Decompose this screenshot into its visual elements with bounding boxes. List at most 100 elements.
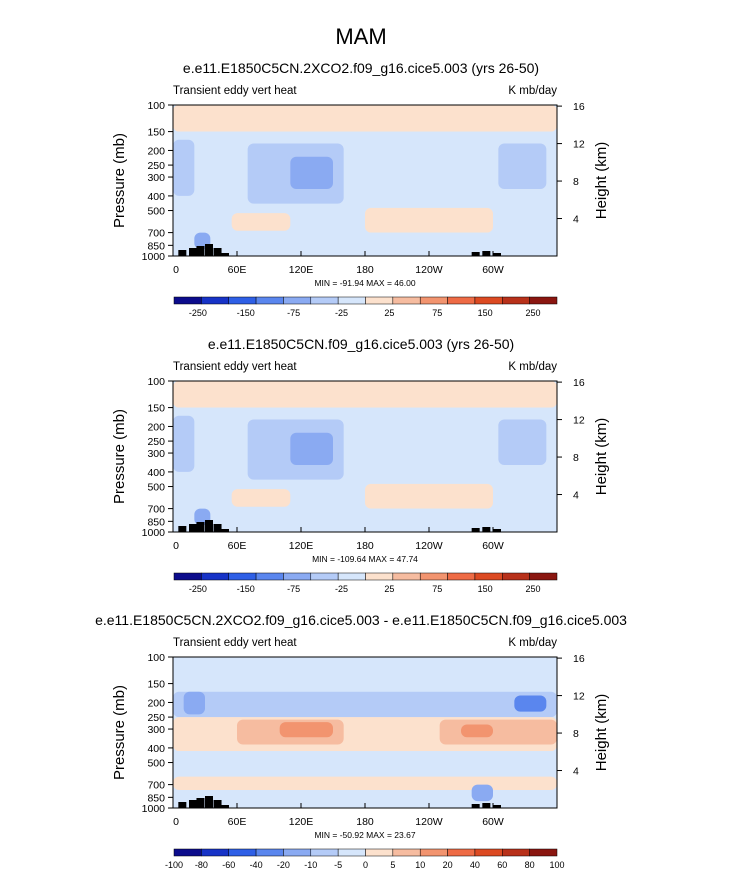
colorbar-label: 20 [443, 860, 453, 870]
colorbar-bin [283, 572, 312, 581]
colorbar-label: 250 [526, 584, 541, 594]
topography-mask [471, 528, 480, 532]
colorbar-label: -25 [335, 584, 348, 594]
topography-mask [189, 524, 197, 532]
contour-region [173, 139, 195, 196]
topography-mask [221, 529, 229, 532]
pressure-tick-label: 300 [147, 172, 165, 184]
right-axis-title: Height (km) [593, 694, 610, 772]
colorbar-label: 75 [432, 308, 442, 318]
colorbar-label: 5 [390, 860, 395, 870]
topography-mask [213, 800, 222, 808]
height-tick-label: 16 [573, 377, 585, 389]
pressure-tick-label: 1000 [142, 803, 166, 815]
contour-region [173, 415, 195, 472]
height-tick-label: 12 [573, 139, 585, 151]
pressure-tick-label: 400 [147, 467, 165, 479]
height-tick-label: 4 [573, 490, 579, 502]
height-tick-label: 16 [573, 653, 585, 665]
colorbar-bin [337, 572, 366, 581]
colorbar-bin [419, 296, 448, 305]
lon-tick-label: 60W [482, 264, 504, 276]
colorbar-bin [392, 296, 421, 305]
pressure-tick-label: 300 [147, 724, 165, 736]
colorbar-bin [447, 572, 476, 581]
left-axis-title: Pressure (mb) [111, 133, 128, 228]
height-tick-label: 8 [573, 728, 579, 740]
colorbar-label: -250 [189, 584, 207, 594]
pressure-tick-label: 250 [147, 160, 165, 172]
lon-tick-label: 180 [356, 816, 374, 828]
colorbar-bin [474, 572, 503, 581]
units-label: K mb/day [508, 85, 557, 97]
contour-region [514, 695, 547, 712]
pressure-tick-label: 500 [147, 206, 165, 218]
height-tick-label: 12 [573, 691, 585, 703]
contour-region [231, 213, 291, 231]
topography-mask [205, 244, 213, 256]
colorbar-bin [447, 296, 476, 305]
topography-mask [482, 803, 491, 808]
colorbar-bin [502, 296, 530, 305]
colorbar-bin [173, 296, 202, 305]
chart-panel-2: e.e11.E1850C5CN.f09_g16.cice5.003 (yrs 2… [111, 336, 610, 594]
contour-region [439, 719, 557, 745]
contour-region [173, 776, 557, 791]
contour-region [173, 508, 557, 523]
colorbar-bin [255, 296, 284, 305]
pressure-tick-label: 250 [147, 712, 165, 724]
left-axis-title: Pressure (mb) [111, 685, 128, 780]
panel-title: e.e11.E1850C5CN.2XCO2.f09_g16.cice5.003 … [183, 60, 539, 76]
colorbar-bin [201, 572, 229, 581]
colorbar-bin [228, 572, 257, 581]
pressure-tick-label: 1000 [142, 527, 166, 539]
pressure-tick-label: 500 [147, 482, 165, 494]
pressure-tick-label: 400 [147, 743, 165, 755]
colorbar-label: -75 [287, 584, 300, 594]
colorbar-bin [255, 848, 284, 857]
lon-tick-label: 120W [415, 540, 443, 552]
lon-tick-label: 120E [289, 540, 314, 552]
colorbar-label: 25 [384, 308, 394, 318]
colorbar-bin [310, 848, 339, 857]
topography-mask [213, 524, 222, 532]
contour-region [173, 691, 557, 718]
contour-region [173, 232, 557, 247]
contour-region [471, 784, 493, 802]
contour-region [290, 432, 333, 466]
units-label: K mb/day [508, 637, 557, 649]
pressure-tick-label: 150 [147, 127, 165, 139]
lon-tick-label: 0 [173, 816, 179, 828]
colorbar-label: 75 [432, 584, 442, 594]
lon-tick-label: 120W [415, 264, 443, 276]
lon-tick-label: 120E [289, 264, 314, 276]
colorbar-bin [502, 848, 530, 857]
colorbar-bin [419, 848, 448, 857]
figure-title: MAM [335, 24, 386, 49]
colorbar-label: 250 [526, 308, 541, 318]
pressure-tick-label: 250 [147, 436, 165, 448]
chart-panel-1: e.e11.E1850C5CN.2XCO2.f09_g16.cice5.003 … [111, 60, 610, 318]
left-axis-title: Pressure (mb) [111, 409, 128, 504]
lon-tick-label: 60E [228, 540, 247, 552]
colorbar-label: 100 [549, 860, 564, 870]
contour-region [279, 722, 333, 738]
colorbar-label: -150 [237, 584, 255, 594]
colorbar-label: -10 [304, 860, 317, 870]
contour-region [173, 381, 557, 408]
colorbar-bin [201, 848, 229, 857]
variable-label: Transient eddy vert heat [173, 361, 297, 373]
pressure-tick-label: 200 [147, 697, 165, 709]
lon-tick-label: 0 [173, 540, 179, 552]
panel-title: e.e11.E1850C5CN.2XCO2.f09_g16.cice5.003 … [95, 612, 627, 628]
lon-tick-label: 120E [289, 816, 314, 828]
colorbar-bin [502, 572, 530, 581]
topography-mask [178, 250, 187, 256]
pressure-tick-label: 700 [147, 228, 165, 240]
colorbar-bin [474, 848, 503, 857]
contour-region [365, 483, 493, 509]
pressure-tick-label: 850 [147, 792, 165, 804]
pressure-tick-label: 700 [147, 504, 165, 516]
topography-mask [205, 520, 213, 532]
panel-title: e.e11.E1850C5CN.f09_g16.cice5.003 (yrs 2… [208, 336, 514, 352]
